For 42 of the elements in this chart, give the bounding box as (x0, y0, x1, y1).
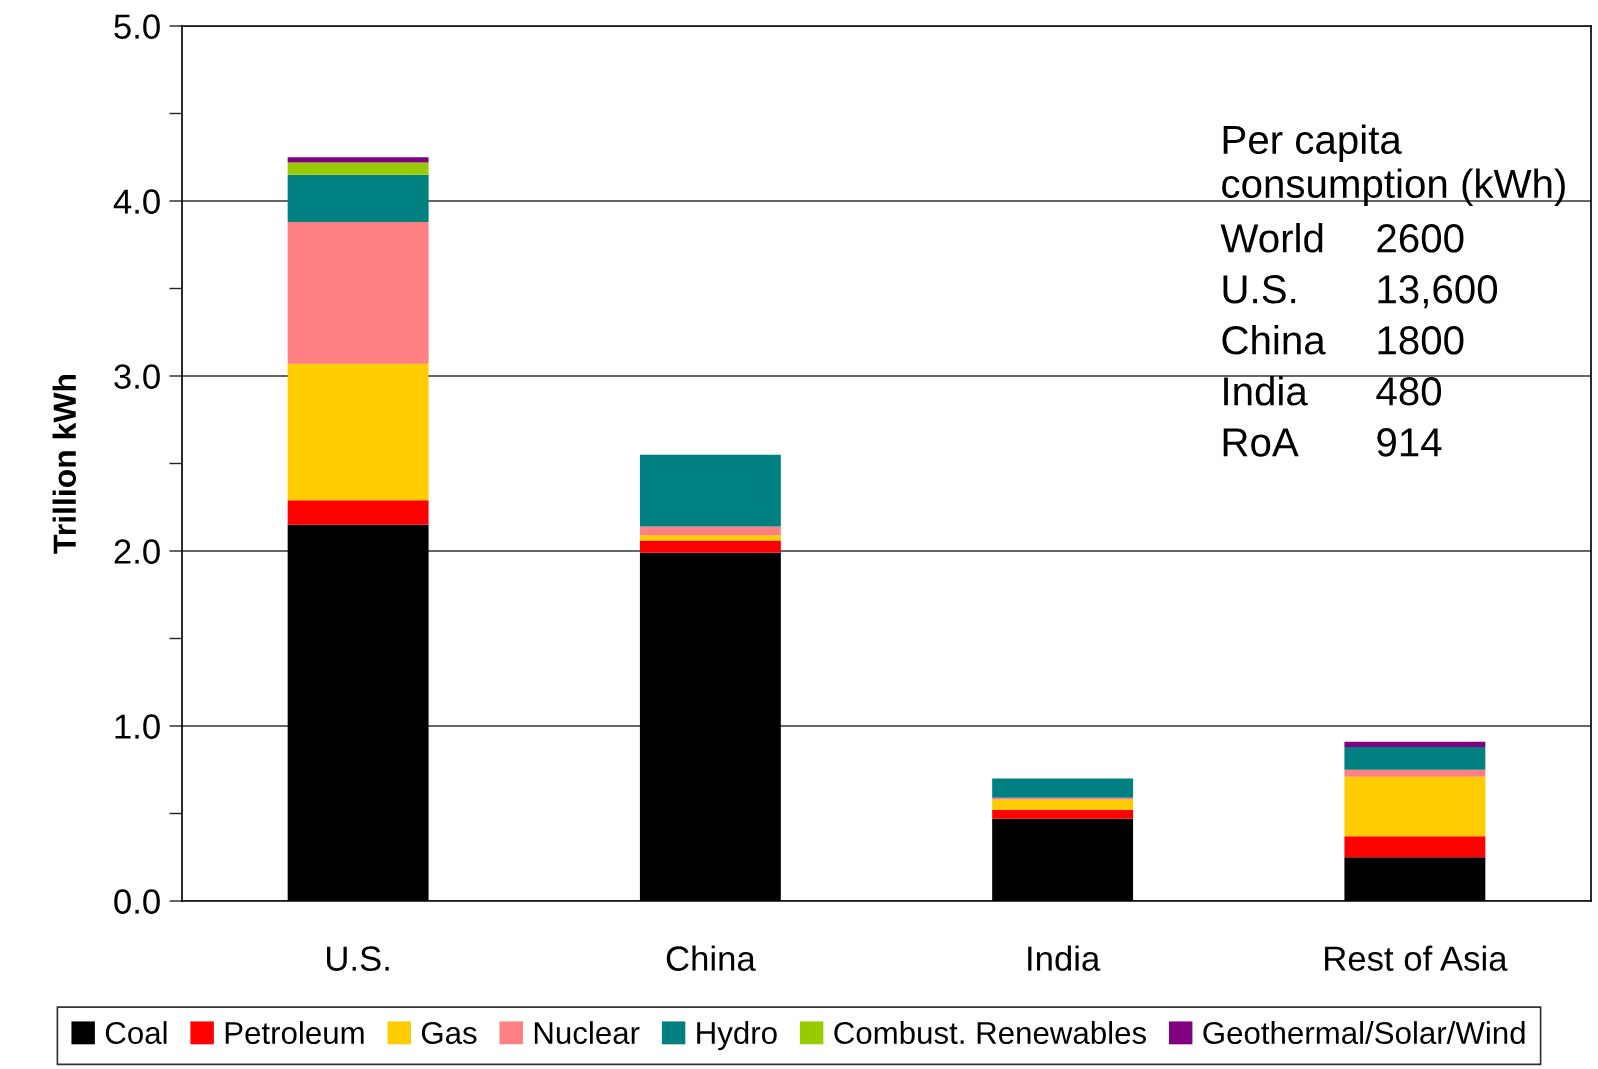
annotation: Per capita consumption (kWh) (1222, 124, 1565, 207)
bar (287, 222, 429, 364)
text: China 1800 (1222, 325, 1464, 355)
bar (992, 778, 1134, 798)
bar (1344, 747, 1486, 770)
legend-label: Hydro (697, 1021, 777, 1051)
bar (1344, 776, 1486, 837)
x-tick-label: China (666, 945, 756, 971)
x-tick-label: Rest of Asia (1325, 945, 1508, 971)
legend-label: Petroleum (225, 1021, 364, 1045)
legend-label: Coal (105, 1021, 167, 1045)
text: RoA 914 (1223, 428, 1442, 457)
text: World 2600 (1220, 223, 1464, 253)
bar (639, 535, 781, 541)
legend-label: Combust. Renewables (834, 1021, 1146, 1045)
bar (639, 540, 781, 553)
x-tick-label: India (1028, 945, 1101, 971)
legend-label: Gas (421, 1021, 477, 1045)
bar (287, 174, 429, 222)
y-tick-label: 5.0 (114, 14, 160, 39)
text: India 480 (1224, 376, 1442, 406)
bar (639, 526, 781, 536)
legend-label: Nuclear (534, 1021, 640, 1045)
y-tick-label: 1.0 (115, 714, 160, 739)
bar (287, 500, 429, 525)
y-tick-label: 2.0 (114, 539, 160, 564)
bar (287, 162, 429, 175)
bar (1344, 769, 1486, 777)
y-tick-label: 4.0 (113, 189, 160, 214)
bar (639, 454, 781, 527)
bar (287, 363, 429, 501)
text: U.S. 13,600 (1223, 275, 1498, 309)
bar (1344, 836, 1486, 858)
y-axis-title: Trillion kWh (52, 374, 77, 554)
x-tick-label: U.S. (327, 946, 389, 971)
bar (992, 810, 1134, 819)
bar (287, 157, 429, 163)
bar (1344, 741, 1486, 747)
y-tick-label: 0.0 (114, 889, 160, 914)
bar (992, 799, 1134, 810)
legend-label: Geothermal/Solar/Wind (1203, 1021, 1525, 1045)
y-tick-label: 3.0 (114, 364, 160, 389)
